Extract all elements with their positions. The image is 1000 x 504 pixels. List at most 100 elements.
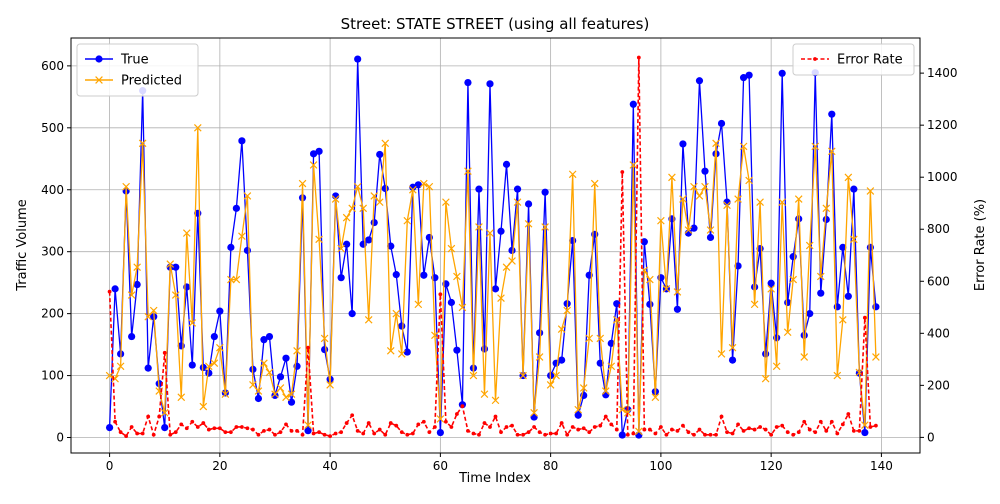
data-point <box>728 343 737 352</box>
data-point <box>168 432 173 437</box>
data-point <box>806 310 814 318</box>
data-point <box>278 430 283 435</box>
data-point <box>596 334 605 343</box>
data-point <box>129 425 134 429</box>
data-point <box>508 257 516 265</box>
data-point <box>455 412 459 416</box>
data-point <box>166 260 175 268</box>
data-point <box>282 354 290 362</box>
data-point <box>366 421 371 425</box>
data-point <box>828 110 836 118</box>
data-point <box>563 306 571 315</box>
data-point <box>377 427 382 432</box>
y2-tick-label: 1200 <box>927 118 958 132</box>
data-point <box>822 204 831 213</box>
data-point <box>681 423 685 428</box>
x-tick-label: 40 <box>322 459 337 473</box>
data-point <box>436 428 444 437</box>
data-point <box>679 140 687 148</box>
data-point <box>846 412 851 416</box>
data-point <box>598 423 603 428</box>
data-point <box>355 428 360 433</box>
data-point <box>602 391 610 399</box>
data-point <box>510 423 514 428</box>
data-point <box>486 80 494 88</box>
data-point <box>372 431 377 436</box>
data-point <box>642 427 647 432</box>
data-point <box>488 425 492 429</box>
data-point <box>421 419 426 424</box>
data-point <box>398 322 406 330</box>
data-point <box>190 419 195 424</box>
series-error-rate <box>107 55 878 438</box>
data-point <box>199 402 208 411</box>
data-point <box>399 430 404 435</box>
data-point <box>653 431 658 436</box>
data-point <box>210 332 218 341</box>
data-point <box>587 430 592 435</box>
data-point <box>785 430 790 435</box>
data-point <box>438 292 443 297</box>
data-point <box>348 310 356 318</box>
data-point <box>554 431 559 436</box>
data-point <box>850 235 858 244</box>
data-point <box>708 432 713 437</box>
data-point <box>530 408 538 417</box>
data-point <box>532 425 536 429</box>
data-point <box>260 336 268 344</box>
data-point <box>195 425 200 429</box>
data-point <box>581 426 586 431</box>
data-point <box>256 432 261 437</box>
data-point <box>794 195 803 203</box>
data-point <box>579 384 588 392</box>
data-point <box>816 272 825 281</box>
data-point <box>662 285 671 293</box>
data-point <box>271 391 279 399</box>
data-point <box>800 331 808 339</box>
data-point <box>333 431 338 436</box>
data-point <box>686 430 691 435</box>
data-point <box>839 243 847 251</box>
data-point <box>431 331 439 340</box>
legend-left: True Predicted <box>76 43 199 97</box>
data-point <box>508 246 516 255</box>
data-point <box>447 244 456 253</box>
legend-label: True <box>120 53 149 68</box>
data-point <box>172 263 180 271</box>
data-point <box>464 167 472 175</box>
y-tick-label: 400 <box>41 183 64 197</box>
data-point <box>359 204 368 213</box>
data-point <box>160 408 169 417</box>
data-point <box>144 312 153 321</box>
data-point <box>739 142 748 151</box>
data-point <box>636 55 641 60</box>
chart-title: Street: STATE STREET (using all features… <box>341 15 650 33</box>
x-tick-label: 20 <box>212 459 227 473</box>
data-point <box>375 198 384 206</box>
data-point <box>844 292 852 300</box>
data-point <box>833 371 842 380</box>
data-point <box>293 346 301 355</box>
data-point <box>238 137 246 145</box>
data-point <box>714 432 718 437</box>
data-point <box>306 345 310 350</box>
data-point <box>386 346 395 355</box>
y-tick-label: 0 <box>56 431 64 445</box>
y-axis-label: Traffic Volume <box>15 199 30 292</box>
data-point <box>243 246 252 255</box>
data-point <box>763 427 768 432</box>
data-point <box>872 353 880 361</box>
data-point <box>449 425 454 429</box>
data-point <box>491 396 500 405</box>
data-point <box>173 430 178 435</box>
data-point <box>464 78 472 87</box>
data-point <box>673 305 682 313</box>
data-point <box>629 100 637 108</box>
data-point <box>328 434 333 438</box>
data-point <box>267 427 272 432</box>
data-point <box>337 274 345 282</box>
data-point <box>592 425 597 429</box>
data-point <box>607 362 616 371</box>
grid-lines <box>71 38 920 453</box>
data-point <box>866 187 875 195</box>
